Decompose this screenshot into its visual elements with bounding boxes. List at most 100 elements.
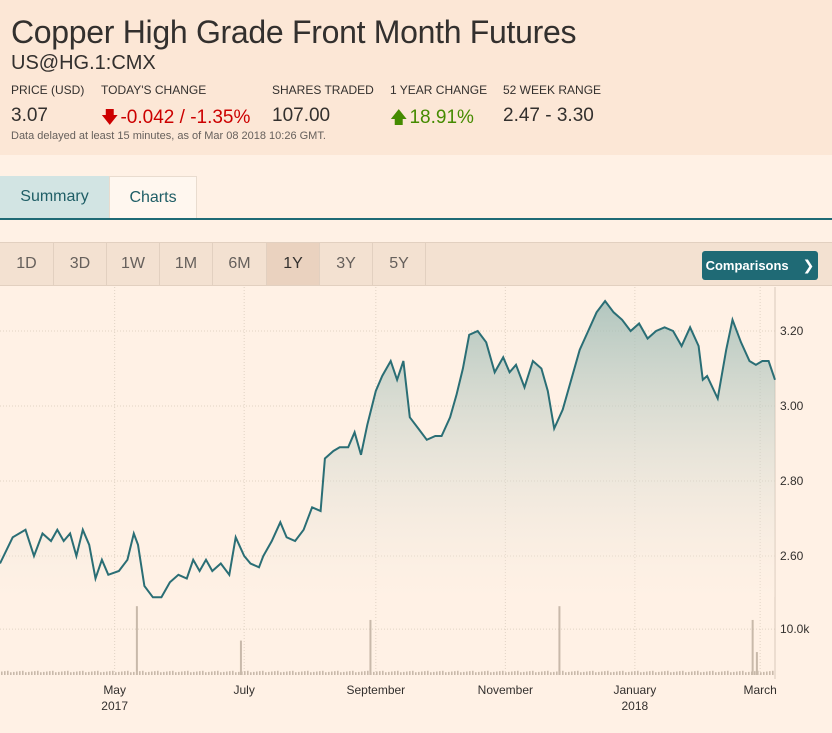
range-1d-button[interactable]: 1D — [0, 243, 54, 285]
volume-bar — [652, 670, 654, 675]
volume-bar — [436, 671, 438, 675]
volume-bar — [688, 671, 690, 675]
volume-bar — [721, 671, 723, 675]
volume-bar — [544, 671, 546, 675]
volume-bars — [1, 606, 774, 675]
tab-summary[interactable]: Summary — [0, 176, 109, 218]
volume-bar — [295, 672, 297, 675]
volume-bar — [280, 672, 282, 675]
volume-bar — [592, 670, 594, 675]
volume-spike-bar — [558, 606, 561, 675]
y-axis: 3.20 3.00 2.80 2.60 10.0k — [780, 324, 810, 636]
volume-spike-bar — [239, 640, 242, 675]
volume-bar — [589, 671, 591, 675]
volume-bar — [532, 670, 534, 675]
volume-bar — [415, 672, 417, 675]
volume-bar — [373, 671, 375, 675]
comparisons-button[interactable]: Comparisons ❯ — [702, 251, 818, 280]
volume-bar — [343, 671, 345, 675]
volume-bar — [232, 670, 234, 675]
volume-bar — [259, 671, 261, 675]
volume-bar — [58, 671, 60, 675]
volume-bar — [697, 670, 699, 675]
volume-bar — [37, 670, 39, 675]
volume-bar — [64, 671, 66, 675]
volume-bar — [454, 671, 456, 675]
volume-bar — [526, 671, 528, 675]
volume-bar — [400, 672, 402, 675]
range-6m-button[interactable]: 6M — [213, 243, 267, 285]
down-arrow-icon: 🡇 — [101, 108, 119, 127]
year-change-stat: 1 YEAR CHANGE 🡅 18.91% — [390, 83, 487, 134]
volume-bar — [553, 671, 555, 675]
volume-bar — [121, 671, 123, 675]
volume-bar — [244, 671, 246, 675]
volume-bar — [430, 672, 432, 675]
volume-bar — [511, 671, 513, 675]
volume-bar — [214, 671, 216, 675]
volume-bar — [682, 670, 684, 675]
volume-bar — [223, 671, 225, 675]
volume-bar — [508, 671, 510, 675]
y-tick-label: 2.60 — [780, 549, 804, 563]
volume-bar — [325, 672, 327, 675]
volume-bar — [238, 671, 240, 675]
volume-bar — [586, 671, 588, 675]
volume-bar — [433, 671, 435, 675]
range-1w-button[interactable]: 1W — [107, 243, 160, 285]
volume-bar — [646, 671, 648, 675]
volume-bar — [160, 672, 162, 675]
volume-bar — [739, 671, 741, 675]
volume-bar — [445, 672, 447, 675]
tab-charts[interactable]: Charts — [109, 176, 197, 218]
volume-bar — [664, 671, 666, 675]
shares-value: 107.00 — [272, 105, 331, 126]
volume-bar — [133, 671, 135, 675]
volume-bar — [316, 671, 318, 675]
range-3y-button[interactable]: 3Y — [320, 243, 373, 285]
volume-bar — [76, 671, 78, 675]
volume-bar — [61, 671, 63, 675]
range-1m-button[interactable]: 1M — [160, 243, 213, 285]
volume-bar — [382, 670, 384, 675]
volume-bar — [409, 671, 411, 675]
volume-bar — [49, 671, 51, 675]
volume-bar — [217, 670, 219, 675]
ticker-symbol: US@HG.1:CMX — [11, 52, 156, 74]
volume-bar — [670, 672, 672, 675]
volume-bar — [631, 671, 633, 675]
volume-bar — [718, 671, 720, 675]
volume-bar — [13, 671, 15, 675]
volume-bar — [709, 671, 711, 675]
volume-bar — [667, 670, 669, 675]
volume-bar — [367, 670, 369, 675]
volume-bar — [574, 671, 576, 675]
volume-bar — [769, 671, 771, 675]
range-3d-button[interactable]: 3D — [54, 243, 107, 285]
volume-bar — [337, 670, 339, 675]
volume-bar — [229, 671, 231, 675]
volume-bar — [331, 671, 333, 675]
volume-bar — [772, 670, 774, 675]
volume-bar — [88, 671, 90, 675]
volume-bar — [619, 671, 621, 675]
volume-bar — [19, 671, 21, 675]
volume-spike-bar — [751, 619, 754, 675]
volume-bar — [112, 670, 114, 675]
change-stat: TODAY'S CHANGE 🡇 -0.042 / -1.35% — [101, 83, 250, 134]
range-1y-button[interactable]: 1Y — [267, 243, 320, 285]
volume-bar — [490, 672, 492, 675]
volume-bar — [733, 671, 735, 675]
volume-bar — [385, 672, 387, 675]
volume-bar — [292, 670, 294, 675]
volume-bar — [40, 672, 42, 675]
volume-bar — [451, 671, 453, 675]
x-tick-year: 2017 — [101, 699, 128, 713]
price-label: PRICE (USD) — [11, 83, 85, 97]
volume-bar — [274, 671, 276, 675]
volume-bar — [478, 671, 480, 675]
up-arrow-icon: 🡅 — [390, 108, 408, 127]
volume-bar — [424, 671, 426, 675]
range-5y-button[interactable]: 5Y — [373, 243, 426, 285]
volume-bar — [103, 671, 105, 675]
